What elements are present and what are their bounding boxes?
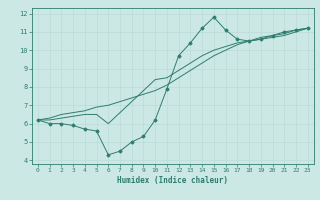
X-axis label: Humidex (Indice chaleur): Humidex (Indice chaleur) [117, 176, 228, 185]
